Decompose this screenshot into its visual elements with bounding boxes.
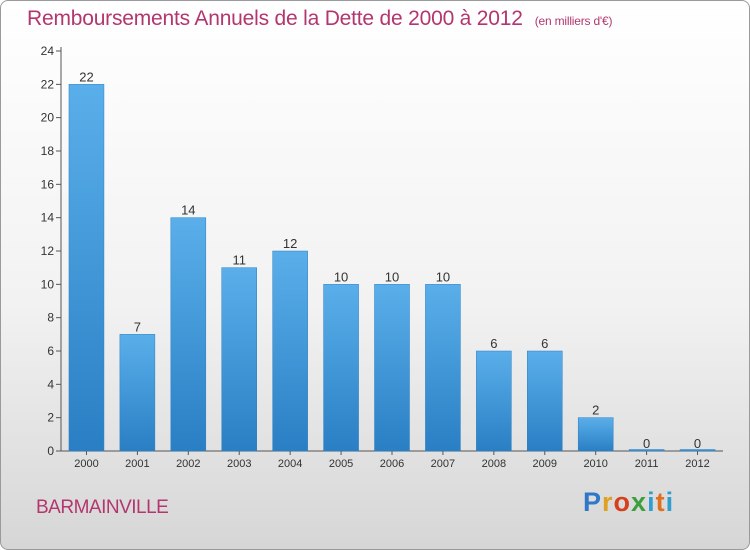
x-tick-label: 2000 xyxy=(74,458,98,470)
bar xyxy=(272,250,308,452)
y-tick-label: 14 xyxy=(41,211,55,225)
bar xyxy=(221,267,257,452)
y-tick-label: 10 xyxy=(41,277,55,291)
bar xyxy=(323,284,359,452)
x-tick-label: 2001 xyxy=(125,458,149,470)
x-tick-label: 2006 xyxy=(380,458,404,470)
chart-title: Remboursements Annuels de la Dette de 20… xyxy=(27,7,612,31)
proxiti-logo: Proxiti xyxy=(583,487,675,517)
data-label: 7 xyxy=(134,319,141,334)
data-labels: 22 7 14 11 12 10 10 10 6 6 2 0 0 xyxy=(79,69,701,451)
y-tick-label: 0 xyxy=(47,444,54,458)
x-tick-label: 2010 xyxy=(583,458,607,470)
x-tick-label: 2009 xyxy=(533,458,557,470)
bar xyxy=(527,350,563,452)
bar xyxy=(476,350,512,452)
bar xyxy=(577,417,614,452)
place-name: BARMAINVILLE xyxy=(36,497,169,518)
bar xyxy=(425,284,461,452)
x-tick-label: 2005 xyxy=(329,458,353,470)
x-tick-label: 2002 xyxy=(176,458,200,470)
chart-subtitle: (en milliers d'€) xyxy=(534,14,613,28)
x-tick-label: 2012 xyxy=(685,458,709,470)
data-label: 11 xyxy=(232,253,246,268)
bar xyxy=(170,217,207,452)
x-tick-label: 2007 xyxy=(431,458,455,470)
bar xyxy=(628,449,665,452)
data-label: 12 xyxy=(283,236,297,251)
y-tick-label: 20 xyxy=(41,111,55,125)
data-label: 10 xyxy=(436,269,450,284)
y-tick-label: 8 xyxy=(47,311,54,325)
data-label: 2 xyxy=(592,403,599,418)
chart-title-text: Remboursements Annuels de la Dette de 20… xyxy=(27,7,523,30)
x-tick-label: 2008 xyxy=(482,458,506,470)
data-label: 10 xyxy=(385,269,399,284)
data-label: 14 xyxy=(181,203,195,218)
data-label: 10 xyxy=(334,269,348,284)
x-tick-label: 2004 xyxy=(278,458,302,470)
y-tick-label: 16 xyxy=(41,177,55,191)
y-tick-label: 24 xyxy=(41,44,55,58)
data-label: 6 xyxy=(541,336,548,351)
y-tick-label: 2 xyxy=(47,411,54,425)
data-label: 22 xyxy=(79,69,93,84)
y-tick-label: 12 xyxy=(41,244,55,258)
y-tick-label: 6 xyxy=(47,344,54,358)
y-tick-label: 4 xyxy=(47,377,54,391)
bar xyxy=(119,334,156,452)
y-tick-label: 22 xyxy=(41,77,55,91)
bar xyxy=(679,449,716,452)
y-tick-label: 18 xyxy=(41,144,55,158)
bar xyxy=(68,84,105,452)
data-label: 0 xyxy=(643,436,650,451)
data-label: 0 xyxy=(694,436,701,451)
data-label: 6 xyxy=(490,336,497,351)
x-tick-label: 2003 xyxy=(227,458,251,470)
bar xyxy=(374,284,410,452)
x-tick-label: 2011 xyxy=(635,458,659,470)
bars xyxy=(68,84,716,452)
